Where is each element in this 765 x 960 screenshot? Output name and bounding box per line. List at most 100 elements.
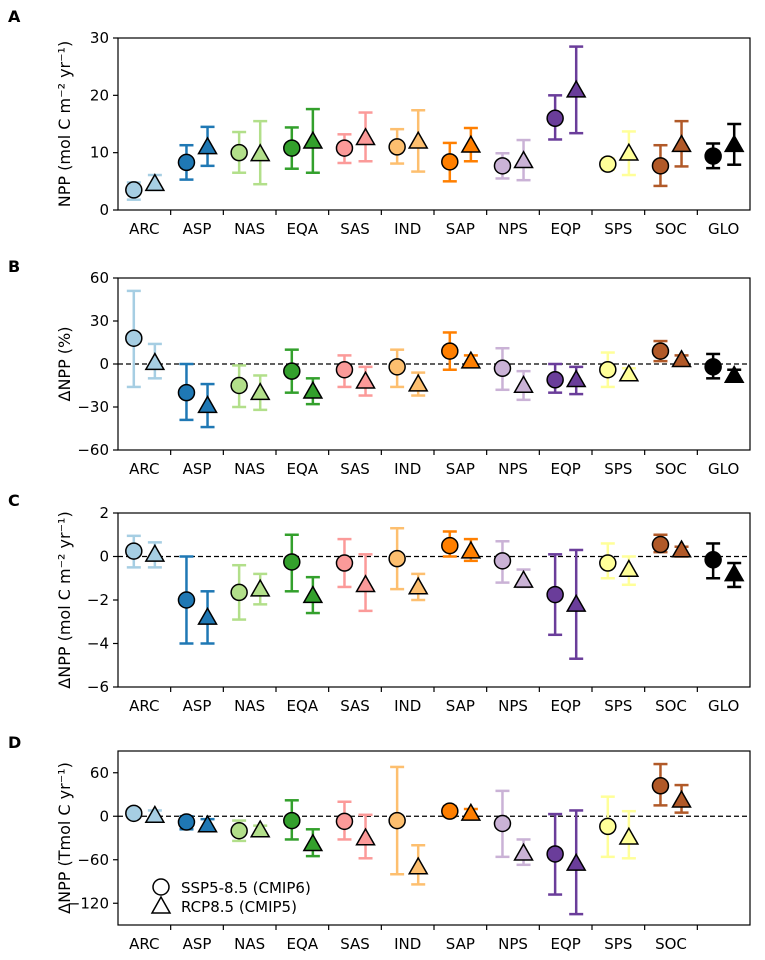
point-sap-circle	[441, 141, 459, 183]
y-tick-label: 30	[90, 29, 109, 47]
point-sap-triangle	[460, 802, 482, 821]
triangle-marker	[144, 543, 166, 562]
y-tick-label: −30	[77, 398, 109, 416]
point-eqa-circle	[283, 348, 301, 394]
x-tick-label: EQA	[287, 220, 319, 238]
circle-marker	[546, 585, 564, 604]
circle-marker	[125, 181, 143, 199]
point-nps-triangle	[513, 568, 534, 589]
point-soc-triangle	[671, 539, 692, 558]
circle-marker	[177, 153, 196, 172]
circle-marker	[599, 360, 617, 379]
circle-marker	[651, 535, 670, 554]
triangle-marker	[671, 539, 692, 558]
x-tick-label: IND	[394, 697, 421, 715]
point-sps-triangle	[618, 809, 640, 860]
point-nas-triangle	[249, 119, 271, 186]
triangle-marker	[197, 606, 218, 625]
triangle-marker	[249, 382, 271, 401]
circle-marker	[599, 817, 617, 836]
point-nas-circle	[230, 130, 248, 174]
point-arc-circle	[125, 181, 143, 201]
point-eqp-triangle	[565, 45, 587, 135]
point-asp-triangle	[197, 590, 218, 645]
point-sap-circle	[441, 331, 459, 371]
circle-marker	[441, 153, 459, 171]
legend-triangle-label: RCP8.5 (CMIP5)	[181, 898, 297, 916]
x-tick-label: SAP	[446, 697, 475, 715]
triangle-marker	[565, 852, 587, 871]
triangle-marker	[302, 380, 324, 399]
circle-marker	[493, 359, 512, 378]
panel-letter: C	[8, 491, 20, 510]
triangle-marker	[513, 150, 534, 169]
point-soc-circle	[651, 339, 670, 363]
point-glo-triangle	[723, 561, 745, 589]
x-tick-label: SOC	[655, 935, 687, 953]
x-tick-label: NPS	[498, 460, 528, 478]
y-tick-label: −4	[87, 635, 109, 653]
y-tick-label: −2	[87, 591, 109, 609]
triangle-marker	[407, 373, 429, 392]
point-nas-triangle	[249, 819, 271, 838]
point-sap-circle	[441, 530, 459, 558]
x-tick-label: IND	[394, 220, 421, 238]
circle-marker	[335, 812, 354, 831]
triangle-marker	[513, 842, 534, 861]
triangle-marker	[355, 127, 376, 146]
point-sps-circle	[599, 351, 617, 389]
point-sas-triangle	[355, 365, 376, 397]
point-nas-circle	[230, 563, 248, 621]
point-nps-circle	[493, 151, 512, 180]
circle-marker	[651, 342, 670, 360]
y-tick-label: 60	[90, 764, 109, 782]
point-eqa-circle	[283, 126, 301, 170]
point-asp-circle	[177, 143, 196, 181]
circle-marker	[283, 139, 301, 157]
circle-marker	[493, 814, 512, 833]
point-soc-triangle	[671, 349, 692, 368]
point-sap-circle	[441, 802, 459, 820]
point-eqp-circle	[546, 94, 564, 141]
point-eqp-triangle	[565, 548, 587, 660]
triangle-marker	[723, 364, 745, 383]
point-sap-triangle	[460, 537, 482, 563]
circle-marker	[441, 802, 459, 820]
triangle-marker	[407, 130, 429, 149]
circle-marker	[599, 554, 617, 572]
x-tick-label: SAP	[446, 935, 475, 953]
circle-marker	[230, 143, 248, 162]
triangle-marker	[723, 563, 745, 582]
x-tick-label: ARC	[129, 935, 159, 953]
x-tick-label: SPS	[604, 460, 632, 478]
point-eqp-triangle	[565, 809, 587, 916]
x-tick-label: EQP	[550, 697, 580, 715]
y-tick-label: 60	[90, 269, 109, 287]
y-tick-label: 2	[99, 504, 109, 522]
point-sps-circle	[599, 155, 617, 173]
point-eqp-circle	[546, 812, 564, 896]
triangle-marker	[565, 79, 587, 98]
triangle-marker	[460, 802, 482, 821]
circle-marker	[388, 549, 406, 568]
point-glo-circle	[704, 352, 722, 380]
point-sas-triangle	[355, 813, 376, 860]
point-eqa-triangle	[302, 377, 324, 406]
circle-marker	[704, 551, 722, 569]
point-nps-triangle	[513, 138, 534, 182]
point-arc-circle	[125, 804, 143, 823]
triangle-marker	[302, 833, 324, 852]
point-nas-circle	[230, 364, 248, 409]
circle-marker	[651, 157, 670, 175]
triangle-marker	[355, 827, 376, 846]
triangle-marker	[671, 134, 692, 153]
point-eqa-triangle	[302, 828, 324, 858]
x-tick-label: SAS	[340, 935, 370, 953]
point-ind-triangle	[407, 844, 429, 886]
circle-marker	[125, 329, 143, 347]
circle-marker	[388, 138, 406, 156]
triangle-marker	[249, 819, 271, 838]
point-asp-triangle	[197, 382, 218, 429]
x-tick-label: SAS	[340, 220, 370, 238]
point-glo-circle	[704, 542, 722, 580]
